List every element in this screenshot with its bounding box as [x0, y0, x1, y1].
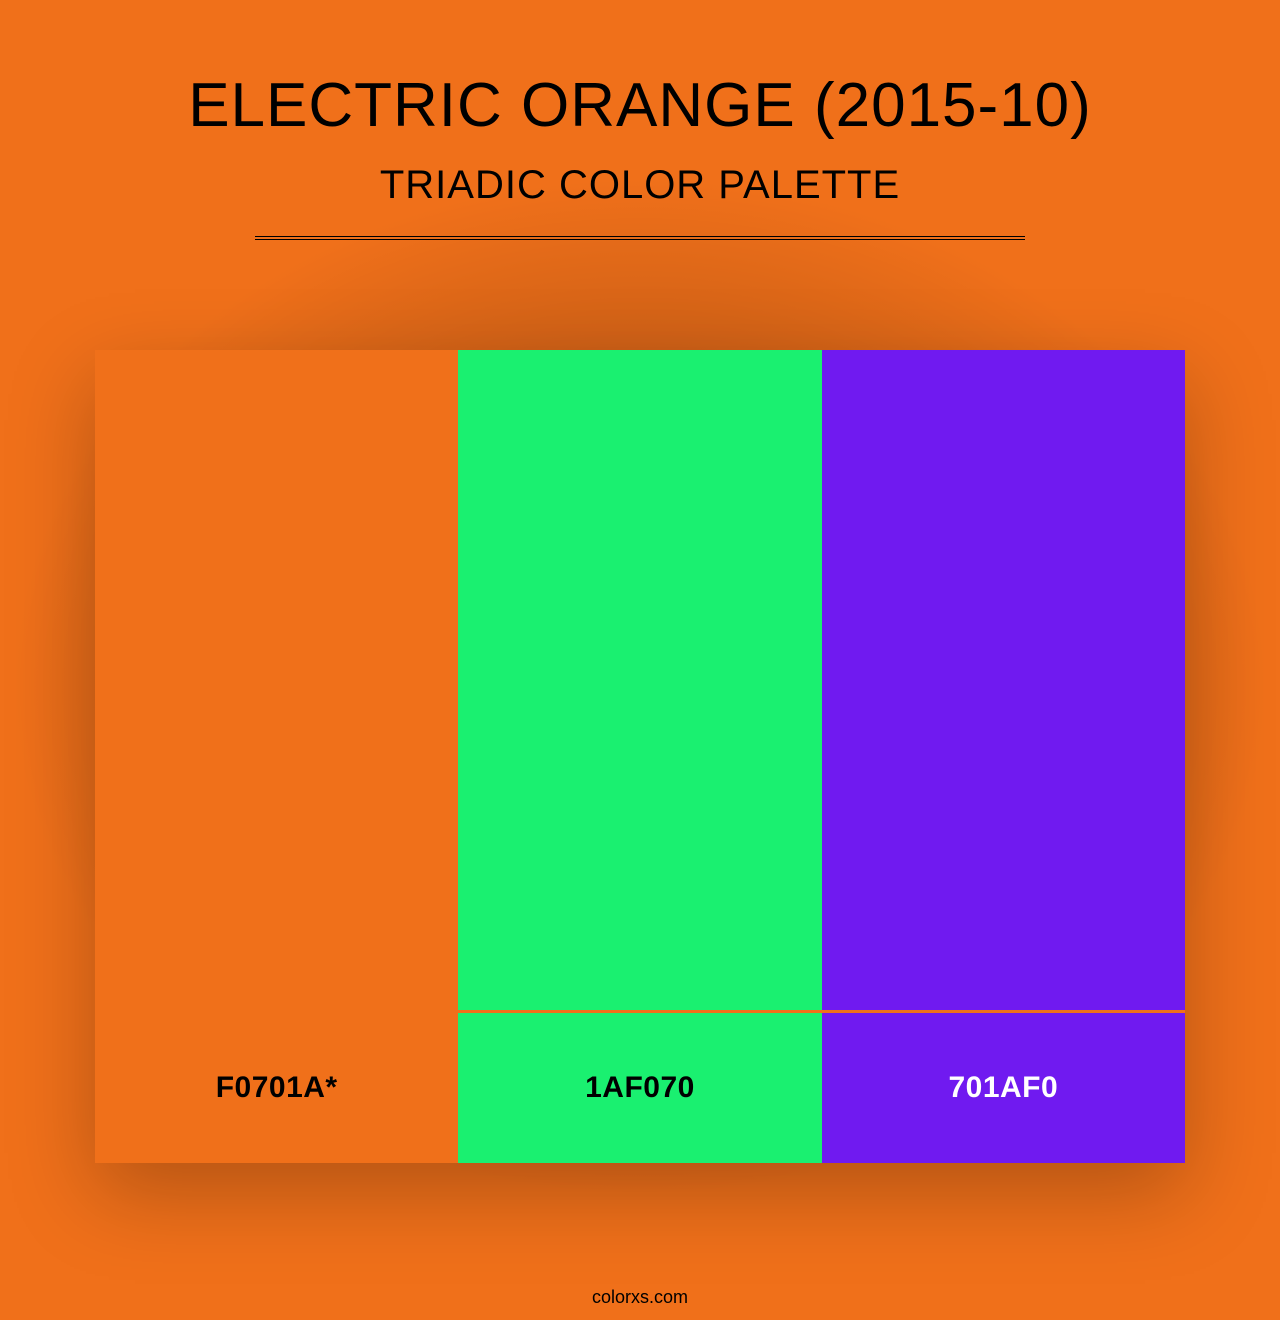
swatch-label-2: 701AF0 — [822, 1013, 1185, 1163]
swatch-label-0: F0701A* — [95, 1013, 458, 1163]
header-divider — [255, 236, 1025, 240]
swatch-2 — [822, 350, 1185, 1010]
label-row: F0701A* 1AF070 701AF0 — [95, 1013, 1185, 1163]
swatch-1 — [458, 350, 821, 1010]
swatch-label-1: 1AF070 — [458, 1013, 821, 1163]
page-title: ELECTRIC ORANGE (2015-10) — [0, 70, 1280, 141]
palette-container: F0701A* 1AF070 701AF0 — [95, 350, 1185, 1163]
swatch-row — [95, 350, 1185, 1010]
swatch-0 — [95, 350, 458, 1010]
page-subtitle: TRIADIC COLOR PALETTE — [0, 163, 1280, 208]
header: ELECTRIC ORANGE (2015-10) TRIADIC COLOR … — [0, 0, 1280, 240]
footer-attribution: colorxs.com — [0, 1287, 1280, 1308]
